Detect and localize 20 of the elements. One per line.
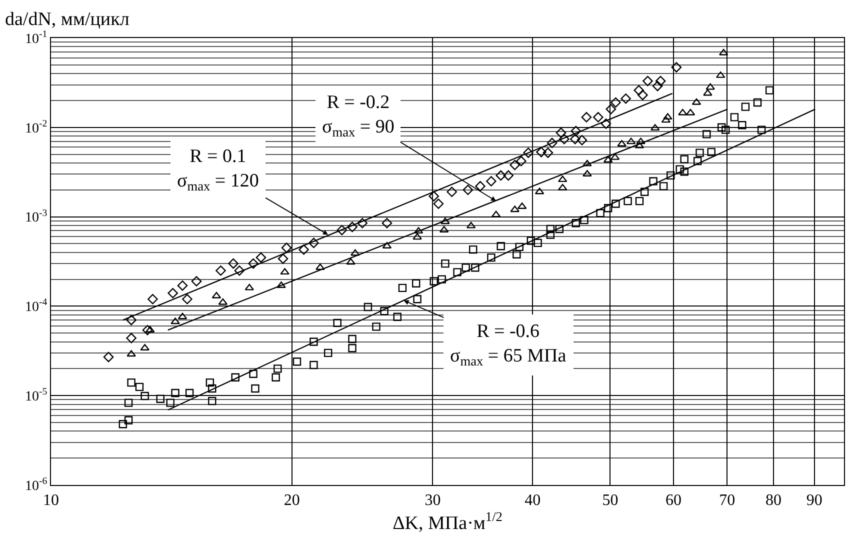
x-tick-label: 10 [43, 492, 59, 510]
x-tick-label: 90 [806, 492, 822, 510]
x-tick-label: 20 [284, 492, 300, 510]
x-tick-label: 80 [765, 492, 782, 510]
annotation: R = -0.2 σ$_{max}$ = 90 [322, 92, 394, 140]
y-tick-label: 10$^{-5}$ [25, 386, 48, 404]
annotation: R = -0.6 σ$_{max}$ = 65 МПа [450, 321, 567, 369]
y-tick-label: 10$^{-6}$ [25, 476, 48, 494]
x-tick-label: 50 [602, 492, 618, 510]
y-axis-title: da/dN, мм/цикл [5, 9, 130, 30]
x-tick-label: 60 [666, 492, 682, 510]
x-tick-label: 30 [424, 492, 441, 510]
y-tick-label: 10$^{-3}$ [25, 208, 48, 226]
x-tick-label: 40 [524, 492, 541, 510]
y-tick-label: 10$^{-1}$ [25, 29, 48, 47]
annotation: R = 0.1 σ$_{max}$ = 120 [177, 146, 259, 194]
y-tick-label: 10$^{-2}$ [25, 118, 48, 136]
x-tick-label: 70 [719, 492, 736, 510]
y-tick-label: 10$^{-4}$ [25, 297, 48, 316]
x-axis-title: ΔK, МПа·м$^{1/2}$ [392, 509, 502, 534]
